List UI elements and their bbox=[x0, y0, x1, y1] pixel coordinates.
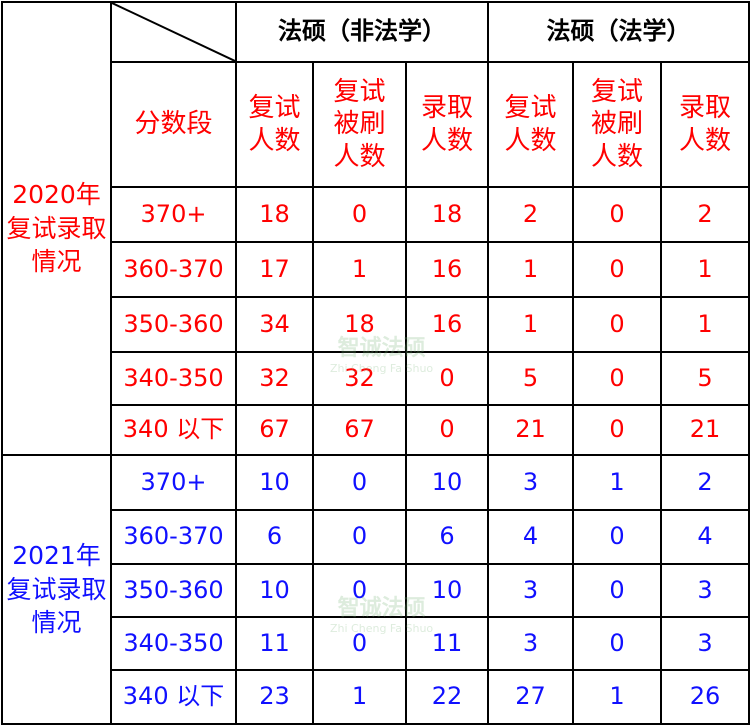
value-cell: 4 bbox=[660, 509, 750, 565]
value-cell: 1 bbox=[572, 669, 663, 725]
value-cell: 32 bbox=[312, 351, 407, 406]
section-label-2020: 2020年复试录取情况 bbox=[1, 1, 112, 456]
value-cell: 1 bbox=[660, 241, 750, 298]
value-cell: 34 bbox=[235, 296, 314, 353]
score-band-cell: 340-350 bbox=[110, 351, 237, 406]
value-cell: 3 bbox=[487, 616, 575, 671]
value-cell: 16 bbox=[404, 296, 490, 353]
value-cell: 0 bbox=[572, 616, 663, 671]
table-row: 340 以下 23 1 22 27 1 26 bbox=[2, 669, 750, 725]
value-cell: 0 bbox=[572, 296, 663, 353]
value-cell: 27 bbox=[487, 669, 575, 725]
col-header: 复试被刷人数 bbox=[572, 61, 663, 188]
value-cell: 67 bbox=[235, 404, 314, 456]
value-cell: 67 bbox=[312, 404, 407, 456]
table-row: 370+ 18 0 18 2 0 2 bbox=[2, 186, 750, 243]
diagonal-line bbox=[112, 3, 235, 61]
value-cell: 0 bbox=[404, 404, 490, 456]
value-cell: 17 bbox=[235, 241, 314, 298]
value-cell: 0 bbox=[572, 241, 663, 298]
table-row: 340-350 11 0 11 3 0 3 bbox=[2, 616, 750, 671]
value-cell: 0 bbox=[312, 563, 407, 618]
value-cell: 0 bbox=[572, 509, 663, 565]
group-header-non-law: 法硕（非法学） bbox=[234, 1, 490, 63]
value-cell: 0 bbox=[572, 351, 663, 406]
section-label-2021: 2021年复试录取情况 bbox=[1, 454, 112, 725]
value-cell: 3 bbox=[660, 616, 750, 671]
value-cell: 0 bbox=[312, 454, 407, 511]
value-cell: 10 bbox=[235, 563, 314, 618]
score-band-cell: 350-360 bbox=[110, 563, 237, 618]
score-band-cell: 340 以下 bbox=[110, 404, 237, 456]
value-cell: 23 bbox=[235, 669, 314, 725]
score-band-cell: 360-370 bbox=[110, 241, 237, 298]
value-cell: 3 bbox=[660, 563, 750, 618]
value-cell: 2 bbox=[487, 186, 575, 243]
table-row: 350-360 34 18 16 1 0 1 bbox=[2, 296, 750, 353]
value-cell: 26 bbox=[660, 669, 750, 725]
value-cell: 10 bbox=[404, 454, 490, 511]
score-band-cell: 370+ bbox=[110, 454, 237, 511]
value-cell: 1 bbox=[487, 296, 575, 353]
value-cell: 1 bbox=[572, 454, 663, 511]
value-cell: 0 bbox=[312, 186, 407, 243]
col-header: 录取人数 bbox=[660, 61, 750, 188]
value-cell: 21 bbox=[487, 404, 575, 456]
value-cell: 1 bbox=[660, 296, 750, 353]
value-cell: 0 bbox=[572, 186, 663, 243]
score-band-header: 分数段 bbox=[110, 61, 237, 188]
value-cell: 22 bbox=[404, 669, 490, 725]
value-cell: 1 bbox=[312, 241, 407, 298]
score-band-cell: 340 以下 bbox=[110, 669, 237, 725]
value-cell: 5 bbox=[487, 351, 575, 406]
value-cell: 1 bbox=[487, 241, 575, 298]
table-row: 360-370 6 0 6 4 0 4 bbox=[2, 509, 750, 565]
value-cell: 3 bbox=[487, 563, 575, 618]
value-cell: 16 bbox=[404, 241, 490, 298]
col-header: 录取人数 bbox=[404, 61, 490, 188]
group-header-law: 法硕（法学） bbox=[487, 1, 750, 63]
diagonal-corner-cell bbox=[110, 1, 237, 63]
value-cell: 18 bbox=[404, 186, 490, 243]
value-cell: 0 bbox=[312, 616, 407, 671]
value-cell: 11 bbox=[404, 616, 490, 671]
table-row: 350-360 10 0 10 3 0 3 bbox=[2, 563, 750, 618]
value-cell: 3 bbox=[487, 454, 575, 511]
value-cell: 0 bbox=[572, 404, 663, 456]
value-cell: 0 bbox=[404, 351, 490, 406]
table-row: 360-370 17 1 16 1 0 1 bbox=[2, 241, 750, 298]
score-band-cell: 340-350 bbox=[110, 616, 237, 671]
value-cell: 18 bbox=[312, 296, 407, 353]
value-cell: 10 bbox=[235, 454, 314, 511]
value-cell: 4 bbox=[487, 509, 575, 565]
value-cell: 11 bbox=[235, 616, 314, 671]
value-cell: 21 bbox=[660, 404, 750, 456]
table-row: 340-350 32 32 0 5 0 5 bbox=[2, 351, 750, 406]
col-header: 复试被刷人数 bbox=[312, 61, 407, 188]
col-header: 复试人数 bbox=[235, 61, 314, 188]
value-cell: 2 bbox=[660, 186, 750, 243]
value-cell: 18 bbox=[235, 186, 314, 243]
column-header-row: 分数段 复试人数 复试被刷人数 录取人数 复试人数 复试被刷人数 录取人数 bbox=[2, 61, 750, 188]
value-cell: 0 bbox=[312, 509, 407, 565]
score-band-cell: 360-370 bbox=[110, 509, 237, 565]
value-cell: 6 bbox=[235, 509, 314, 565]
value-cell: 10 bbox=[404, 563, 490, 618]
score-band-cell: 370+ bbox=[110, 186, 237, 243]
value-cell: 6 bbox=[404, 509, 490, 565]
group-header-row: 2020年复试录取情况 法硕（非法学） 法硕（法学） bbox=[1, 1, 750, 456]
score-band-cell: 350-360 bbox=[110, 296, 237, 353]
table-row: 2021年复试录取情况 370+ 10 0 10 3 1 2 bbox=[1, 454, 750, 725]
value-cell: 2 bbox=[660, 454, 750, 511]
value-cell: 0 bbox=[572, 563, 663, 618]
value-cell: 32 bbox=[235, 351, 314, 406]
col-header: 复试人数 bbox=[487, 61, 575, 188]
table-row: 340 以下 67 67 0 21 0 21 bbox=[2, 404, 750, 456]
value-cell: 1 bbox=[312, 669, 407, 725]
value-cell: 5 bbox=[660, 351, 750, 406]
